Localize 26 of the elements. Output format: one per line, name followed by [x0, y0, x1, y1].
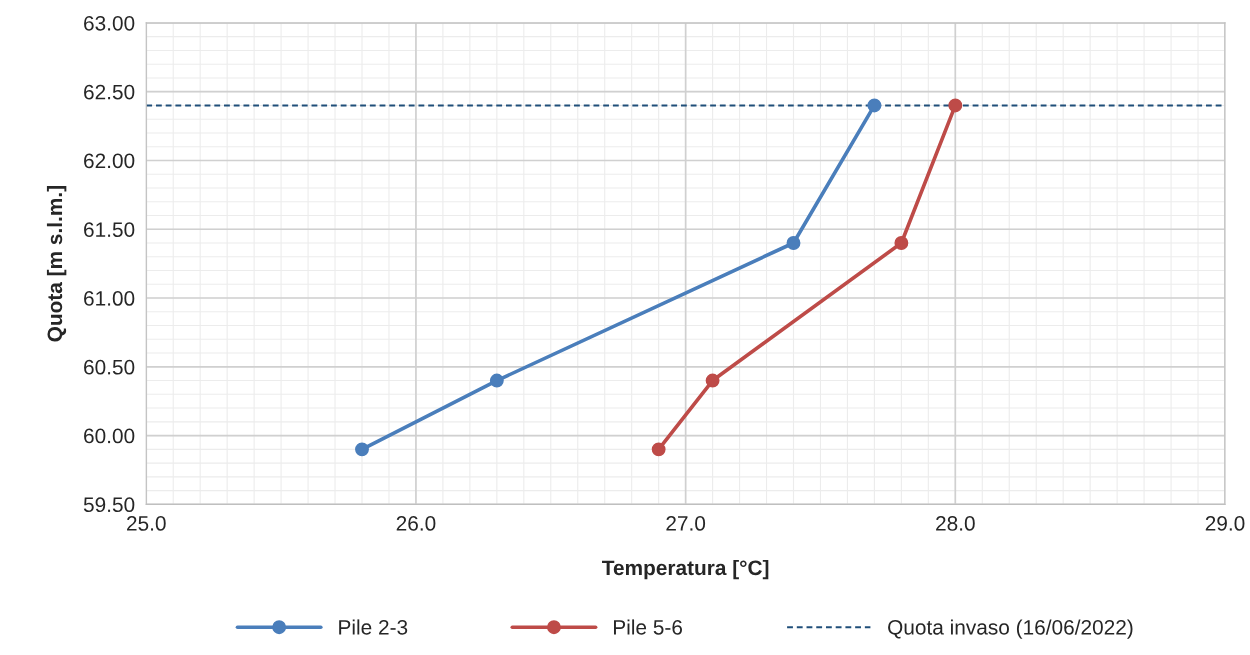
point [867, 98, 882, 113]
x-tick-label: 29.0 [1205, 516, 1245, 531]
x-tick-label: 27.0 [666, 516, 706, 531]
y-tick-label: 62.50 [84, 84, 135, 100]
y-tick-label: 63.00 [84, 15, 135, 31]
y-tick-label: 60.50 [84, 359, 135, 375]
point [355, 442, 369, 457]
y-tick-label: 62.00 [84, 153, 135, 169]
point [489, 373, 504, 388]
x-axis-title: Temperatura [°C] [602, 559, 769, 580]
y-tick-label: 59.50 [83, 497, 135, 513]
point [948, 98, 963, 113]
legend-label: Pile 5-6 [614, 619, 683, 635]
y-tick-label: 61.50 [84, 222, 135, 237]
point [894, 236, 909, 250]
x-tick-label: 28.0 [936, 516, 975, 531]
y-axis-title: Quota [m s.l.m.] [46, 186, 67, 342]
point [786, 236, 801, 250]
point [651, 442, 666, 457]
y-tick-label: 61.00 [84, 291, 135, 306]
x-tick-label: 25.0 [127, 516, 166, 531]
legend-label: Pile 2-3 [339, 619, 408, 635]
point [705, 373, 720, 388]
y-tick-label: 60.00 [84, 428, 135, 444]
x-tick-label: 26.0 [396, 516, 436, 531]
legend-label: Quota invaso (16/06/2022) [888, 619, 1133, 639]
